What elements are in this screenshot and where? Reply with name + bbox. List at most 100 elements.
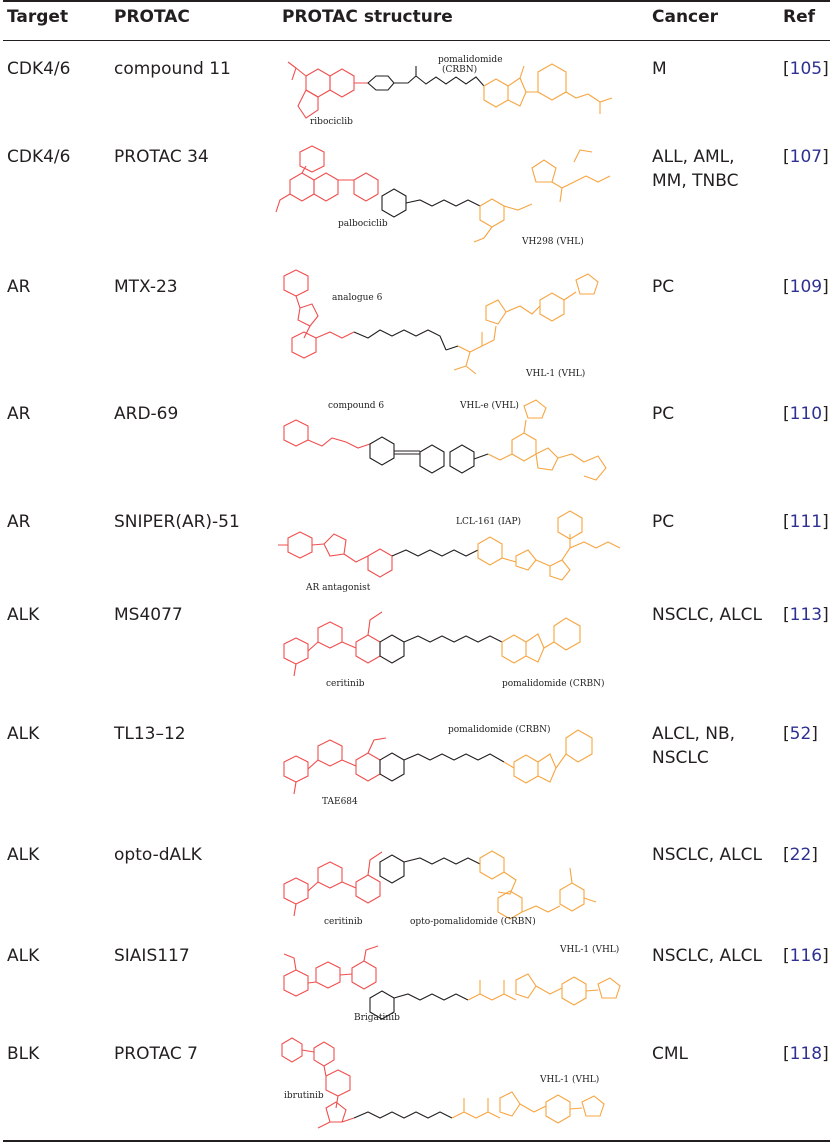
linker-chain — [391, 549, 479, 557]
row-protac-name: TL13–12 — [114, 724, 186, 744]
e3-vh298 — [473, 149, 611, 243]
structure-drawing: ceritinib pomalidomide (CRBN) — [270, 598, 640, 708]
structure-label: pomalidomide (CRBN) — [448, 724, 551, 735]
e3-vhl-1 — [451, 1091, 605, 1124]
header-structure: PROTAC structure — [282, 7, 453, 27]
structure-label: (CRBN) — [442, 64, 477, 75]
e3-pomalidomide — [501, 617, 581, 664]
structure-drawing: ibrutinib VHL-1 (VHL) — [270, 1036, 640, 1136]
structure-label: AR antagonist — [305, 583, 371, 593]
row-protac-name: SIAIS117 — [114, 946, 190, 966]
row-protac-name: MTX-23 — [114, 277, 178, 297]
reference-link[interactable]: [116] — [783, 946, 829, 966]
e3-vhl-1 — [467, 973, 621, 1006]
linker-chain — [369, 436, 489, 474]
reference-link[interactable]: [105] — [783, 59, 829, 79]
structure-label: ceritinib — [326, 679, 365, 689]
structure-label: opto-pomalidomide (CRBN) — [410, 916, 536, 927]
structure-label: ribociclib — [310, 117, 353, 127]
row-target: AR — [7, 512, 31, 532]
reference-link[interactable]: [113] — [783, 605, 829, 625]
warhead-palbociclib — [275, 145, 379, 213]
structure-label: analogue 6 — [332, 293, 383, 303]
table-top-rule — [3, 0, 830, 2]
e3-opto-pomalidomide — [479, 850, 597, 920]
row-target: BLK — [7, 1044, 40, 1064]
row-protac-name: compound 11 — [114, 59, 231, 79]
warhead-compound-6 — [283, 419, 371, 449]
structure-drawing: ceritinib opto-pomalidomide (CRBN) — [270, 838, 640, 942]
structure-label: VHL-1 (VHL) — [539, 1074, 599, 1085]
structure-label: VHL-1 (VHL) — [525, 368, 585, 379]
header-cancer: Cancer — [652, 7, 719, 27]
e3-vhl-1 — [453, 273, 599, 375]
structure-drawing: Brigatinib VHL-1 (VHL) — [270, 938, 640, 1032]
structure-label: pomalidomide — [438, 55, 503, 65]
warhead-ibrutinib — [281, 1037, 355, 1129]
reference-link[interactable]: [111] — [783, 512, 829, 532]
row-cancer: PC — [652, 277, 675, 297]
row-target: ALK — [7, 724, 40, 744]
e3-pomalidomide — [483, 63, 613, 114]
row-cancer: NSCLC, ALCL — [652, 946, 762, 966]
reference-link[interactable]: [110] — [783, 404, 829, 424]
row-target: ALK — [7, 605, 40, 625]
row-target: AR — [7, 277, 31, 297]
row-target: ALK — [7, 946, 40, 966]
row-cancer: M — [652, 59, 667, 79]
row-protac-name: MS4077 — [114, 605, 183, 625]
warhead-ribociclib — [287, 61, 368, 119]
warhead-ar-antagonist — [278, 531, 393, 578]
linker-chain — [379, 854, 481, 884]
structure-drawing: pomalidomide (CRBN) TAE684 — [270, 716, 640, 826]
e3-vhl-e — [487, 399, 607, 481]
row-target: CDK4/6 — [7, 59, 71, 79]
header-rule — [3, 40, 830, 41]
linker-chain — [367, 66, 485, 91]
row-cancer: NSCLC, ALCL — [652, 845, 762, 865]
structure-drawing: LCL-161 (IAP) AR antagonist — [270, 504, 640, 600]
reference-link[interactable]: [107] — [783, 147, 829, 167]
row-protac-name: opto-dALK — [114, 845, 202, 865]
linker-chain — [381, 188, 481, 218]
structure-label: compound 6 — [328, 401, 384, 411]
warhead-analogue-6 — [283, 269, 355, 359]
structure-label: ibrutinib — [284, 1091, 324, 1101]
structure-label: VH298 (VHL) — [521, 236, 584, 247]
linker-chain — [353, 329, 459, 351]
reference-link[interactable]: [52] — [783, 724, 818, 744]
structure-drawing: pomalidomide (CRBN) ribociclib — [270, 48, 640, 134]
row-target: AR — [7, 404, 31, 424]
row-cancer: ALL, AML, MM, TNBC — [652, 147, 739, 191]
row-cancer: CML — [652, 1044, 689, 1064]
linker-chain — [379, 752, 505, 782]
structure-drawing: compound 6 VHL-e (VHL) — [270, 396, 640, 496]
linker-chain — [379, 634, 503, 664]
warhead-ceritinib — [283, 851, 383, 917]
reference-link[interactable]: [22] — [783, 845, 818, 865]
warhead-ceritinib — [283, 611, 383, 677]
structure-label: LCL-161 (IAP) — [456, 516, 521, 527]
warhead-tae684 — [283, 737, 387, 795]
reference-link[interactable]: [118] — [783, 1044, 829, 1064]
header-target: Target — [7, 7, 69, 27]
row-protac-name: PROTAC 7 — [114, 1044, 198, 1064]
linker-chain — [353, 1111, 453, 1119]
row-cancer: PC — [652, 512, 675, 532]
structure-label: Brigatinib — [354, 1013, 400, 1023]
structure-label: TAE684 — [322, 797, 358, 807]
row-cancer: NSCLC, ALCL — [652, 605, 762, 625]
row-cancer: ALCL, NB, NSCLC — [652, 724, 736, 768]
header-protac: PROTAC — [114, 7, 190, 27]
row-protac-name: ARD-69 — [114, 404, 179, 424]
row-cancer: PC — [652, 404, 675, 424]
structure-label: VHL-e (VHL) — [459, 400, 519, 411]
row-protac-name: SNIPER(AR)-51 — [114, 512, 240, 532]
warhead-brigatinib — [283, 945, 379, 997]
structure-label: VHL-1 (VHL) — [559, 944, 619, 955]
reference-link[interactable]: [109] — [783, 277, 829, 297]
linker-chain — [369, 990, 469, 1020]
structure-label: pomalidomide (CRBN) — [502, 678, 605, 689]
table-bottom-rule — [3, 1140, 830, 1142]
